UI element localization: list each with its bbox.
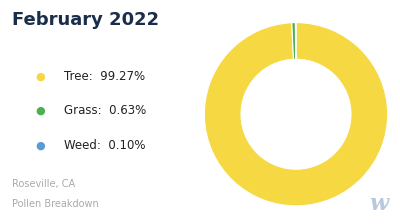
Text: ●: ● <box>35 106 45 116</box>
Wedge shape <box>204 23 388 206</box>
Text: Grass:  0.63%: Grass: 0.63% <box>64 104 146 117</box>
Text: Tree:  99.27%: Tree: 99.27% <box>64 70 145 83</box>
Text: w: w <box>369 193 388 215</box>
Text: ●: ● <box>35 71 45 81</box>
Text: Pollen Breakdown: Pollen Breakdown <box>12 199 99 209</box>
Text: February 2022: February 2022 <box>12 11 159 29</box>
Text: ●: ● <box>35 141 45 151</box>
Text: Roseville, CA: Roseville, CA <box>12 179 75 189</box>
Wedge shape <box>292 23 296 59</box>
Text: Weed:  0.10%: Weed: 0.10% <box>64 139 146 152</box>
